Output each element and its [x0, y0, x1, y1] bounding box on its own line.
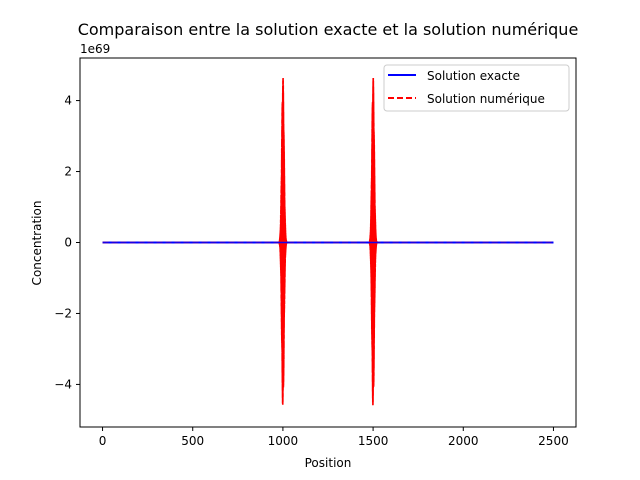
- y-offset-label: 1e69: [80, 42, 110, 56]
- x-tick-label: 2000: [448, 434, 479, 448]
- x-tick-label: 1000: [268, 434, 299, 448]
- y-tick-label: 2: [64, 165, 72, 179]
- x-tick-label: 2500: [538, 434, 569, 448]
- chart-title: Comparaison entre la solution exacte et …: [78, 20, 579, 39]
- marks-layer: [102, 78, 554, 406]
- y-tick-label: −4: [54, 377, 72, 391]
- x-ticks: 0 500 1000 1500 2000 2500: [99, 427, 569, 448]
- y-tick-label: −2: [54, 306, 72, 320]
- legend-label-exacte: Solution exacte: [427, 69, 520, 83]
- x-tick-label: 1500: [358, 434, 389, 448]
- legend: Solution exacte Solution numérique: [383, 64, 570, 112]
- x-axis-label: Position: [305, 456, 352, 470]
- legend-label-numerique: Solution numérique: [427, 92, 545, 106]
- y-tick-label: 0: [64, 236, 72, 250]
- legend-box: [383, 64, 570, 112]
- y-axis-label: Concentration: [30, 201, 44, 286]
- x-tick-label: 0: [99, 434, 107, 448]
- y-ticks: −4 −2 0 2 4: [54, 94, 80, 391]
- x-tick-label: 500: [181, 434, 204, 448]
- y-tick-label: 4: [64, 94, 72, 108]
